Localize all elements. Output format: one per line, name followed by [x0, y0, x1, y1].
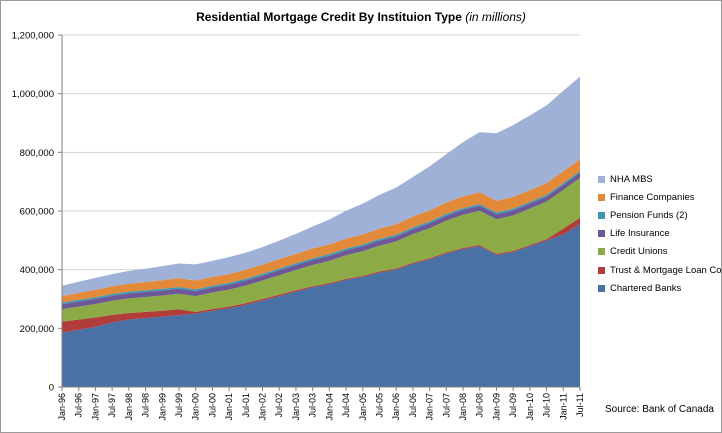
- legend-item-nha-mbs: NHA MBS: [598, 170, 722, 188]
- legend-swatch-life-insurance: [598, 230, 605, 238]
- x-tick-label-20: Jan-06: [391, 393, 401, 421]
- area-life-insurance: [62, 172, 580, 310]
- x-tick-label-29: Jul-10: [542, 393, 552, 418]
- x-tick-label-30: Jan-11: [558, 393, 568, 420]
- legend-label-trust-mortgage-loan-co: Trust & Mortgage Loan Co.: [610, 264, 722, 276]
- x-tick-label-12: Jan-02: [258, 393, 268, 421]
- x-tick-label-2: Jan-97: [90, 393, 100, 421]
- x-tick-label-21: Jul-06: [408, 393, 418, 418]
- y-tick-label-0: 0: [49, 383, 54, 394]
- legend-label-credit-unions: Credit Unions: [610, 246, 668, 258]
- legend-swatch-trust-mortgage-loan-co: [598, 266, 605, 274]
- x-tick-label-6: Jan-99: [157, 393, 167, 421]
- x-tick-label-27: Jul-09: [508, 393, 518, 418]
- x-tick-label-24: Jan-08: [458, 393, 468, 421]
- x-tick-label-16: Jan-04: [324, 393, 334, 421]
- x-tick-label-3: Jul-97: [107, 393, 117, 418]
- legend-item-chartered-banks: Chartered Banks: [598, 279, 722, 297]
- x-tick-label-22: Jan-07: [425, 393, 435, 421]
- x-tick-label-7: Jul-99: [174, 393, 184, 418]
- y-tick-label-6: 1,200,000: [12, 31, 54, 42]
- x-tick-label-31: Jul-11: [575, 393, 585, 417]
- area-credit-unions: [62, 177, 580, 322]
- x-tick-label-10: Jan-01: [224, 393, 234, 421]
- x-tick-label-28: Jan-10: [525, 393, 535, 421]
- legend-item-credit-unions: Credit Unions: [598, 243, 722, 261]
- y-tick-label-2: 400,000: [20, 265, 54, 276]
- area-trust-mortgage-loan-co: [62, 217, 580, 333]
- x-tick-label-5: Jul-98: [141, 393, 151, 418]
- legend-item-life-insurance: Life Insurance: [598, 225, 722, 243]
- source-note: Source: Bank of Canada: [605, 404, 714, 415]
- legend-label-pension-funds-2: Pension Funds (2): [610, 209, 688, 221]
- legend-label-chartered-banks: Chartered Banks: [610, 282, 682, 294]
- x-tick-label-9: Jul-00: [207, 393, 217, 418]
- chart-title-main: Residential Mortgage Credit By Instituio…: [196, 10, 462, 24]
- legend-swatch-pension-funds-2: [598, 211, 605, 219]
- x-tick-label-8: Jan-00: [191, 393, 201, 421]
- legend-label-finance-companies: Finance Companies: [610, 191, 695, 203]
- legend-label-life-insurance: Life Insurance: [610, 228, 670, 240]
- chart-title-subtitle: (in millions): [465, 10, 526, 24]
- legend-swatch-finance-companies: [598, 193, 605, 201]
- x-tick-label-11: Jul-01: [241, 393, 251, 418]
- y-tick-label-5: 1,000,000: [12, 89, 54, 100]
- legend-swatch-credit-unions: [598, 248, 605, 256]
- x-tick-label-14: Jan-03: [291, 393, 301, 421]
- x-tick-label-1: Jul-96: [74, 393, 84, 418]
- chart-title: Residential Mortgage Credit By Instituio…: [0, 10, 722, 24]
- x-tick-label-17: Jul-04: [341, 393, 351, 418]
- x-tick-label-18: Jan-05: [358, 393, 368, 421]
- area-finance-companies: [62, 159, 580, 303]
- x-tick-label-25: Jul-08: [475, 393, 485, 418]
- x-tick-label-4: Jan-98: [124, 393, 134, 421]
- legend-item-finance-companies: Finance Companies: [598, 188, 722, 206]
- legend-swatch-chartered-banks: [598, 284, 605, 292]
- y-tick-label-1: 200,000: [20, 324, 54, 335]
- legend-swatch-nha-mbs: [598, 175, 605, 183]
- x-tick-label-26: Jan-09: [491, 393, 501, 421]
- x-tick-label-23: Jul-07: [441, 393, 451, 418]
- legend-label-nha-mbs: NHA MBS: [610, 173, 653, 185]
- x-tick-label-13: Jul-02: [274, 393, 284, 418]
- x-tick-label-0: Jan-96: [57, 393, 67, 421]
- chart-legend: NHA MBS Finance Companies Pension Funds (2…: [598, 170, 722, 297]
- y-tick-label-4: 800,000: [20, 148, 54, 159]
- x-tick-label-19: Jul-05: [374, 393, 384, 418]
- y-tick-label-3: 600,000: [20, 207, 54, 218]
- area-nha-mbs: [62, 76, 580, 297]
- legend-item-trust-mortgage-loan-co: Trust & Mortgage Loan Co.: [598, 261, 722, 279]
- legend-item-pension-funds-2: Pension Funds (2): [598, 206, 722, 224]
- area-chartered-banks: [62, 224, 580, 387]
- x-tick-label-15: Jul-03: [308, 393, 318, 418]
